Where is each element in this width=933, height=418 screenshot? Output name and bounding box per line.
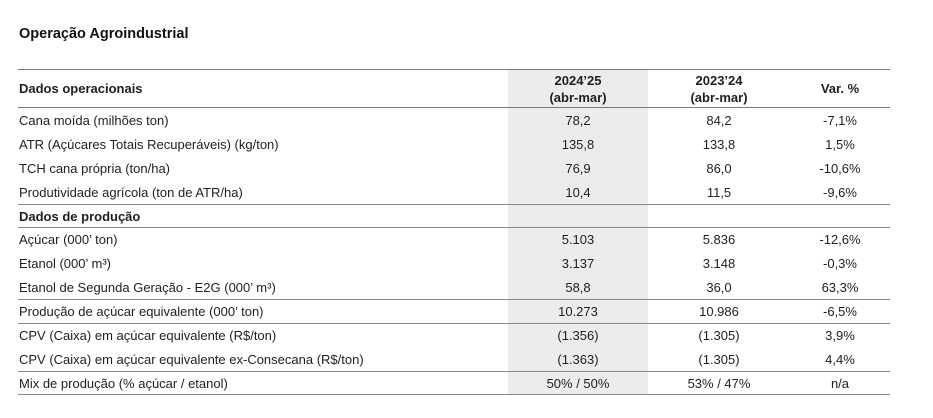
section-heading-operational: Dados operacionais [19, 81, 143, 96]
column-header-current: 2024’25 (abr-mar) [549, 72, 607, 105]
table-row: CPV (Caixa) em açúcar equivalente ex-Con… [19, 351, 855, 367]
table-row: CPV (Caixa) em açúcar equivalente (R$/to… [18, 323, 890, 347]
table-row: Etanol de Segunda Geração - E2G (000’ m³… [19, 279, 859, 295]
column-header-previous: 2023’24 (abr-mar) [690, 72, 748, 105]
table-row: Cana moída (milhões ton) 78,2 84,2 -7,1% [19, 112, 857, 128]
table-header: Dados operacionais 2024’25 (abr-mar) 202… [18, 69, 890, 108]
column-header-variation: Var. % [820, 81, 860, 96]
current-period-column-shading [508, 70, 648, 395]
page-title: Operação Agroindustrial [19, 26, 189, 42]
table-row: Produção de açúcar equivalente (000’ ton… [18, 299, 890, 323]
table-row: ATR (Açúcares Totais Recuperáveis) (kg/t… [19, 136, 855, 152]
table-row: TCH cana própria (ton/ha) 76,9 86,0 -10,… [19, 160, 861, 176]
operations-table: Dados operacionais 2024’25 (abr-mar) 202… [18, 69, 890, 395]
table-row: Mix de produção (% açúcar / etanol) 50% … [18, 371, 890, 395]
section-heading-production: Dados de produção [18, 204, 890, 227]
table-row: Produtividade agrícola (ton de ATR/ha) 1… [19, 184, 857, 200]
table-row: Açúcar (000’ ton) 5.103 5.836 -12,6% [18, 227, 890, 251]
table-row: Etanol (000’ m³) 3.137 3.148 -0,3% [19, 255, 857, 271]
